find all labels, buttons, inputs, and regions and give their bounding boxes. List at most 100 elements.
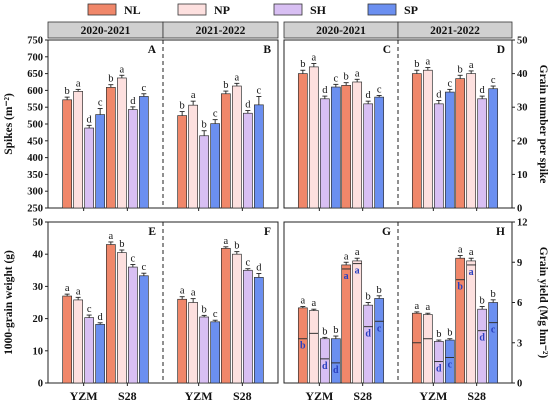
inner-sig-label: d: [436, 364, 442, 375]
bar-np: [116, 77, 127, 209]
bar-sp: [488, 88, 499, 209]
sig-label: d: [436, 89, 442, 100]
season-label: 2021-2022: [430, 25, 480, 37]
sig-label: c: [246, 258, 251, 269]
bar-sh: [433, 341, 444, 384]
legend-label-nl: NL: [124, 3, 141, 17]
bar-nl: [455, 257, 466, 384]
bar-np: [422, 69, 433, 209]
y-tick-label: 10: [33, 346, 44, 357]
bar-nl: [297, 73, 308, 209]
sig-label: b: [491, 289, 496, 300]
season-label: 2020-2021: [81, 25, 131, 37]
sig-label: b: [202, 304, 207, 315]
bar-sp: [139, 96, 149, 209]
y-tick-label: 50: [517, 36, 528, 47]
bar-sp: [139, 275, 149, 384]
bar-np: [188, 302, 198, 384]
sig-label: b: [65, 86, 70, 97]
bar-np: [73, 91, 84, 209]
inner-sig-label: d: [322, 361, 328, 372]
sig-label: c: [377, 84, 382, 95]
bar-np: [466, 73, 477, 209]
sig-label: b: [202, 120, 207, 131]
y-axis-label: Spikes (m⁻²): [3, 93, 15, 155]
x-tick-label-s28: S28: [467, 389, 486, 403]
bar-nl: [455, 78, 466, 209]
bar-sh: [84, 127, 95, 209]
panel-letter-g: G: [382, 226, 391, 238]
legend: NL NP SH SP: [87, 3, 418, 17]
y-tick-label: 20: [33, 314, 44, 325]
y-tick-label: 50: [33, 218, 44, 229]
sig-label: b: [333, 325, 338, 336]
panel-letter-h: H: [496, 226, 505, 238]
bar-nl: [177, 115, 187, 209]
sig-label: d: [87, 114, 93, 125]
sig-label: a: [301, 296, 306, 307]
legend-swatch-nl: [87, 3, 117, 16]
sig-label: a: [426, 57, 431, 68]
plots: 2020-2021 2021-20222503003504004505005506…: [3, 21, 549, 403]
sig-label: d: [322, 85, 328, 96]
bar-sp: [444, 91, 455, 209]
y-tick-label: 550: [27, 103, 43, 114]
y-tick-label: 450: [27, 136, 43, 147]
y-tick-label: 350: [27, 170, 43, 181]
sig-label: c: [142, 262, 147, 273]
y-tick-label: 650: [27, 69, 43, 80]
bar-sp: [95, 114, 106, 209]
bar-np: [308, 310, 319, 384]
x-tick-label-yzm: YZM: [70, 389, 98, 403]
season-label: 2020-2021: [316, 25, 366, 37]
sig-label: a: [415, 301, 420, 312]
season-label: 2021-2022: [196, 25, 246, 37]
x-tick-label-yzm: YZM: [419, 389, 447, 403]
y-tick-label: 20: [517, 136, 528, 147]
legend-swatch-sp: [367, 3, 397, 16]
sig-label: a: [469, 247, 474, 258]
bar-nl: [341, 85, 352, 209]
x-tick-label-s28: S28: [118, 389, 137, 403]
y-tick-label: 10: [517, 170, 528, 181]
sig-label: d: [130, 96, 136, 107]
season-header: [162, 21, 279, 39]
sig-label: a: [191, 288, 196, 299]
bar-np: [232, 85, 242, 209]
sig-label: b: [322, 326, 327, 337]
y-tick-label: 400: [27, 153, 43, 164]
bar-sh: [128, 266, 138, 384]
sig-label: c: [98, 98, 103, 109]
panel-letter-e: E: [148, 226, 156, 238]
bar-sh: [319, 98, 330, 209]
x-tick-label-yzm: YZM: [305, 389, 333, 403]
chart-spikes: 2020-2021 2021-2022 250 300 350 400 450 500 550 6…: [3, 21, 279, 215]
bar-sh: [199, 135, 209, 209]
y-tick-label: 250: [27, 204, 43, 215]
sig-label: a: [355, 68, 360, 79]
sig-label: a: [76, 78, 81, 89]
bar-nl: [221, 248, 231, 384]
bar-nl: [62, 295, 73, 384]
sig-label: a: [235, 72, 240, 83]
inner-sig-label: c: [377, 323, 382, 334]
sig-label: a: [180, 286, 185, 297]
y-tick-label: 700: [27, 52, 43, 63]
sig-label: b: [119, 239, 124, 250]
bar-np: [352, 260, 363, 384]
y-tick-label: 9: [517, 258, 522, 269]
inner-sig-label: a: [355, 266, 360, 277]
sig-label: b: [234, 241, 239, 252]
bar-nl: [411, 312, 422, 384]
sig-label: c: [491, 75, 496, 86]
bar-sh: [363, 103, 374, 209]
sig-label: a: [469, 60, 474, 71]
y-tick-label: 3: [517, 338, 522, 349]
y-tick-label: 12: [517, 218, 528, 229]
bar-nl: [177, 298, 187, 384]
bar-sp: [254, 277, 264, 384]
sig-label: a: [109, 231, 114, 242]
y-tick-label: 0: [517, 379, 522, 390]
panel-letter-d: D: [497, 44, 505, 56]
